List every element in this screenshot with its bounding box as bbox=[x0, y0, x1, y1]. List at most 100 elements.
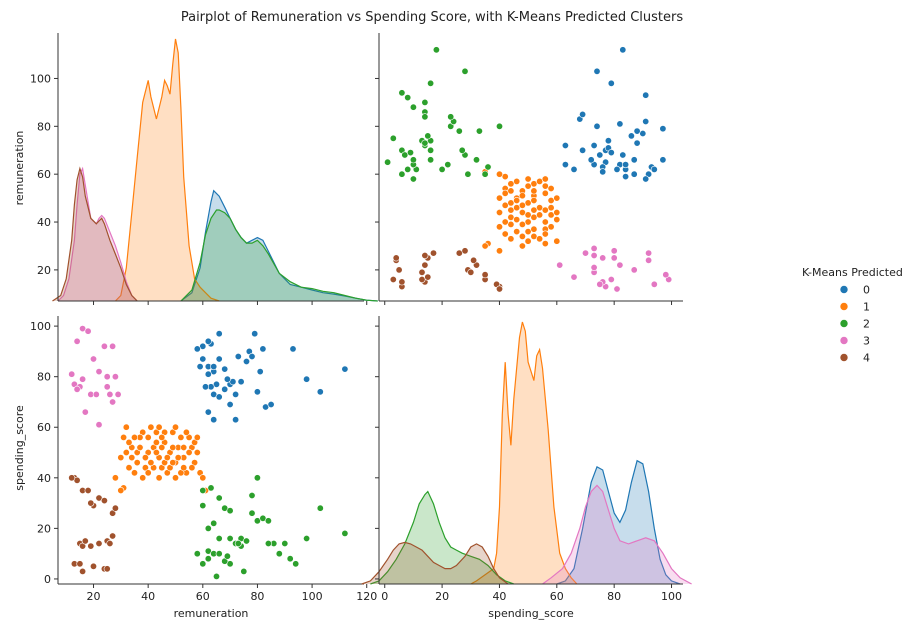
tr-point-cluster-2 bbox=[455, 127, 463, 135]
br-x-tick-label: 20 bbox=[435, 590, 449, 603]
bl-point-cluster-2 bbox=[281, 539, 289, 547]
tr-point-cluster-4 bbox=[398, 278, 406, 286]
tr-point-cluster-2 bbox=[398, 170, 406, 178]
tr-point-cluster-1 bbox=[501, 230, 509, 238]
tr-point-cluster-1 bbox=[513, 216, 521, 224]
bl-point-cluster-0 bbox=[215, 330, 223, 338]
tl-y-tick-label: 60 bbox=[37, 168, 51, 181]
bl-point-cluster-1 bbox=[180, 443, 188, 451]
tr-point-cluster-1 bbox=[495, 223, 503, 231]
tr-point-cluster-1 bbox=[518, 220, 526, 228]
panel-spending-kde: 0 20 40 60 80 100 bbox=[361, 316, 692, 603]
bl-point-cluster-4 bbox=[81, 537, 89, 545]
tr-point-cluster-1 bbox=[507, 180, 515, 188]
bl-x-tick-label: 100 bbox=[302, 590, 323, 603]
bl-point-cluster-0 bbox=[289, 345, 297, 353]
bl-point-cluster-1 bbox=[131, 469, 139, 477]
bl-point-cluster-0 bbox=[215, 355, 223, 363]
bl-point-cluster-0 bbox=[316, 388, 324, 396]
bl-point-cluster-2 bbox=[215, 534, 223, 542]
tr-point-cluster-0 bbox=[627, 132, 635, 140]
bl-point-cluster-2 bbox=[215, 550, 223, 558]
bl-point-cluster-3 bbox=[79, 375, 87, 383]
tr-point-cluster-4 bbox=[389, 275, 397, 283]
bl-point-cluster-0 bbox=[202, 383, 210, 391]
tr-point-cluster-3 bbox=[570, 273, 578, 281]
tr-point-cluster-2 bbox=[398, 89, 406, 97]
legend: K-Means Predicted 0 1 2 3 4 bbox=[802, 266, 903, 365]
legend-marker-4 bbox=[839, 353, 849, 362]
tr-point-cluster-3 bbox=[556, 261, 564, 269]
tr-point-cluster-0 bbox=[659, 156, 667, 164]
tr-point-cluster-3 bbox=[581, 249, 589, 257]
bl-point-cluster-4 bbox=[90, 562, 98, 570]
bl-y-tick-label: 0 bbox=[44, 573, 51, 586]
bl-point-cluster-1 bbox=[158, 433, 166, 441]
bl-point-cluster-1 bbox=[163, 454, 171, 462]
tr-point-cluster-1 bbox=[536, 211, 544, 219]
tr-point-cluster-1 bbox=[547, 223, 555, 231]
tr-point-cluster-0 bbox=[633, 139, 641, 147]
tr-point-cluster-2 bbox=[464, 170, 472, 178]
tr-point-cluster-3 bbox=[610, 254, 618, 262]
tl-y-tick-label: 40 bbox=[37, 216, 51, 229]
spending-kde-cluster-1 bbox=[470, 321, 578, 585]
bl-point-cluster-2 bbox=[264, 539, 272, 547]
tr-point-cluster-0 bbox=[622, 161, 630, 169]
bl-point-cluster-0 bbox=[232, 416, 240, 424]
tr-point-cluster-3 bbox=[607, 275, 615, 283]
bl-point-cluster-1 bbox=[158, 443, 166, 451]
bl-point-cluster-0 bbox=[215, 393, 223, 401]
bl-point-cluster-1 bbox=[152, 448, 160, 456]
bl-point-cluster-2 bbox=[226, 507, 234, 515]
legend-label-2: 2 bbox=[863, 318, 870, 331]
br-x-tick-label: 0 bbox=[381, 590, 388, 603]
tr-point-cluster-0 bbox=[579, 146, 587, 154]
tl-y-tick-label: 20 bbox=[37, 264, 51, 277]
br-x-tick-label: 40 bbox=[492, 590, 506, 603]
bl-x-tick-label: 40 bbox=[141, 590, 155, 603]
bl-point-cluster-1 bbox=[117, 486, 125, 494]
spending-kde-cluster-4 bbox=[361, 541, 509, 585]
bl-point-cluster-2 bbox=[207, 484, 215, 492]
tr-point-cluster-3 bbox=[590, 252, 598, 260]
bl-point-cluster-4 bbox=[87, 542, 95, 550]
tr-point-cluster-0 bbox=[579, 110, 587, 118]
bl-point-cluster-4 bbox=[76, 560, 84, 568]
bl-point-cluster-1 bbox=[193, 448, 201, 456]
bl-point-cluster-3 bbox=[73, 337, 81, 345]
bl-point-cluster-1 bbox=[155, 474, 163, 482]
tr-point-cluster-0 bbox=[616, 120, 624, 128]
bl-point-cluster-1 bbox=[193, 433, 201, 441]
tr-point-cluster-1 bbox=[507, 213, 515, 221]
legend-marker-2 bbox=[839, 319, 849, 328]
tr-point-cluster-2 bbox=[409, 156, 417, 164]
bl-point-cluster-2 bbox=[243, 537, 251, 545]
tr-point-cluster-1 bbox=[513, 197, 521, 205]
bl-point-cluster-1 bbox=[169, 443, 177, 451]
bl-point-cluster-1 bbox=[155, 423, 163, 431]
tr-point-cluster-1 bbox=[481, 242, 489, 250]
bl-point-cluster-2 bbox=[204, 555, 212, 563]
tr-point-cluster-1 bbox=[541, 218, 549, 226]
bl-point-cluster-1 bbox=[122, 448, 130, 456]
bl-point-cluster-3 bbox=[100, 342, 108, 350]
bl-point-cluster-1 bbox=[133, 459, 141, 467]
bl-point-cluster-0 bbox=[256, 368, 264, 376]
tr-point-cluster-2 bbox=[432, 46, 440, 54]
tr-point-cluster-2 bbox=[409, 103, 417, 111]
tr-point-cluster-2 bbox=[444, 161, 452, 169]
tr-point-cluster-0 bbox=[642, 175, 650, 183]
tr-point-cluster-2 bbox=[384, 158, 392, 166]
tr-point-cluster-2 bbox=[484, 163, 492, 171]
tl-y-tick-label: 100 bbox=[30, 72, 51, 85]
tr-point-cluster-1 bbox=[518, 232, 526, 240]
remuneration-kde-cluster-2 bbox=[180, 209, 378, 302]
bl-point-cluster-2 bbox=[199, 502, 207, 510]
tr-point-cluster-3 bbox=[645, 249, 653, 257]
legend-marker-1 bbox=[839, 302, 849, 311]
tr-point-cluster-1 bbox=[513, 228, 521, 236]
tr-point-cluster-1 bbox=[507, 235, 515, 243]
bl-point-cluster-3 bbox=[84, 327, 92, 335]
tr-point-cluster-2 bbox=[461, 67, 469, 75]
